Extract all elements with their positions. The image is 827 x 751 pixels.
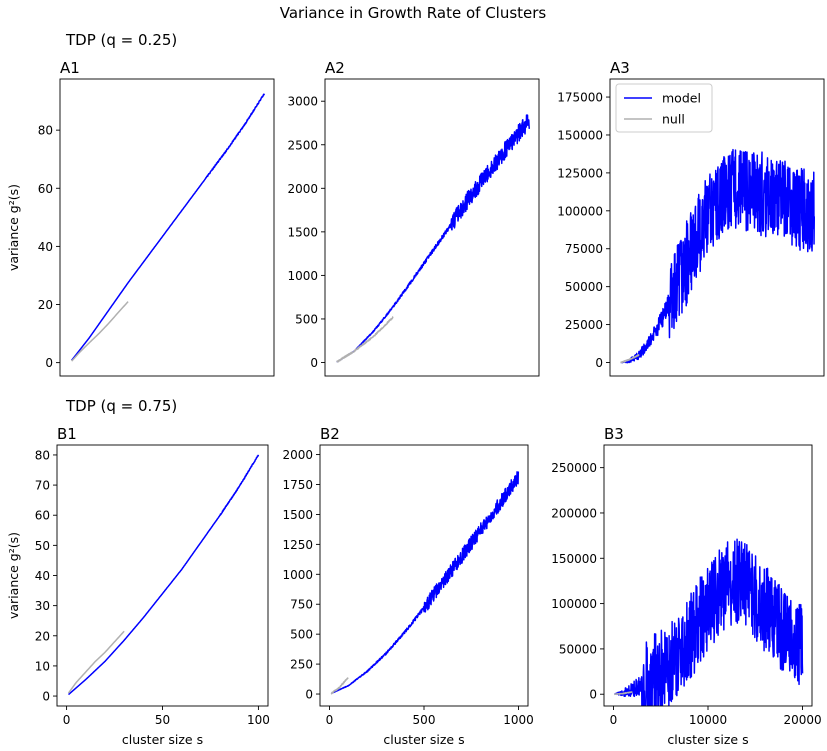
series-line-null bbox=[336, 316, 394, 363]
panel-b2: 0 250 500 750 1000 1250 1500 1750 2000 0 500 1000 B2… bbox=[282, 425, 533, 747]
x-tick-label: 10000 bbox=[689, 713, 727, 727]
series-line-null bbox=[620, 353, 640, 364]
series-line-model bbox=[336, 114, 531, 363]
y-tick-label: 1500 bbox=[287, 225, 318, 239]
x-axis-label: cluster size s bbox=[667, 732, 748, 747]
y-tick-label: 175000 bbox=[557, 91, 603, 105]
y-tick-label: 50000 bbox=[565, 280, 603, 294]
panel-title: A1 bbox=[60, 59, 80, 77]
x-axis-label: cluster size s bbox=[383, 732, 464, 747]
legend-box bbox=[615, 83, 713, 133]
panel-title: A3 bbox=[610, 59, 630, 77]
panel-title: B2 bbox=[320, 425, 340, 443]
series-line-null bbox=[330, 677, 349, 695]
y-tick-label: 1750 bbox=[282, 478, 313, 492]
series-line-model bbox=[68, 454, 260, 696]
y-tick-label: 0 bbox=[42, 690, 50, 704]
y-tick-label: 150000 bbox=[551, 552, 597, 566]
y-tick-label: 30 bbox=[35, 599, 50, 613]
y-tick-label: 40 bbox=[35, 569, 50, 583]
y-tick-label: 1000 bbox=[287, 269, 318, 283]
x-tick-label: 0 bbox=[63, 713, 71, 727]
y-tick-label: 0 bbox=[305, 688, 313, 702]
panel-b1: 0 10 20 30 40 50 60 70 80 0 50 100 B1 variance g²(s) c… bbox=[6, 425, 270, 747]
figure-title: Variance in Growth Rate of Clusters bbox=[280, 4, 547, 22]
y-tick-label: 40 bbox=[38, 240, 53, 254]
series-line-null bbox=[613, 691, 633, 696]
y-axis-label: variance g²(s) bbox=[6, 532, 21, 619]
panel-title: A2 bbox=[325, 59, 345, 77]
y-tick-label: 80 bbox=[38, 124, 53, 138]
y-tick-label: 75000 bbox=[565, 242, 603, 256]
panel-title: B1 bbox=[57, 425, 77, 443]
x-tick-label: 20000 bbox=[783, 713, 821, 727]
axes-frame bbox=[609, 78, 825, 377]
y-tick-label: 1500 bbox=[282, 508, 313, 522]
legend-label-null: null bbox=[662, 112, 685, 127]
y-tick-label: 25000 bbox=[565, 318, 603, 332]
y-tick-label: 2000 bbox=[287, 182, 318, 196]
axes-frame bbox=[56, 444, 269, 707]
y-tick-label: 500 bbox=[295, 312, 318, 326]
y-tick-label: 70 bbox=[35, 479, 50, 493]
y-tick-label: 1000 bbox=[282, 568, 313, 582]
panel-b3: 0 50000 100000 150000 200000 250000 0 10000 2000… bbox=[551, 425, 821, 747]
y-tick-label: 200000 bbox=[551, 506, 597, 520]
series-line-model bbox=[330, 471, 520, 695]
y-tick-label: 60 bbox=[38, 182, 53, 196]
x-tick-label: 50 bbox=[155, 713, 170, 727]
panel-title: B3 bbox=[604, 425, 624, 443]
y-tick-label: 3000 bbox=[287, 95, 318, 109]
axes-frame bbox=[59, 78, 275, 377]
y-tick-label: 750 bbox=[290, 598, 313, 612]
y-tick-label: 2500 bbox=[287, 138, 318, 152]
y-tick-label: 2000 bbox=[282, 448, 313, 462]
panel-a1: 0 20 40 60 80 A1 variance g²(s) bbox=[6, 59, 275, 377]
y-tick-label: 0 bbox=[595, 356, 603, 370]
series-line-null bbox=[67, 630, 125, 694]
x-tick-label: 500 bbox=[413, 713, 436, 727]
series-line-null bbox=[71, 301, 129, 362]
y-tick-label: 1250 bbox=[282, 538, 313, 552]
y-tick-label: 20 bbox=[38, 298, 53, 312]
y-tick-label: 100000 bbox=[557, 204, 603, 218]
y-tick-label: 250 bbox=[290, 658, 313, 672]
y-tick-label: 50 bbox=[35, 539, 50, 553]
y-tick-label: 100000 bbox=[551, 597, 597, 611]
panel-a3: 0 25000 50000 75000 100000 125000 150000 175000… bbox=[557, 59, 825, 377]
y-tick-label: 10 bbox=[35, 659, 50, 673]
axes-frame bbox=[324, 78, 540, 377]
panel-a2: 0 500 1000 1500 2000 2500 3000 A2 bbox=[287, 59, 540, 377]
x-tick-label: 0 bbox=[326, 713, 334, 727]
y-tick-label: 125000 bbox=[557, 166, 603, 180]
series-line-model bbox=[620, 148, 816, 364]
series-line-model bbox=[613, 538, 804, 706]
y-tick-label: 0 bbox=[589, 688, 597, 702]
y-axis-label: variance g²(s) bbox=[6, 184, 21, 271]
x-tick-label: 100 bbox=[247, 713, 270, 727]
legend-label-model: model bbox=[662, 91, 701, 106]
row-title-bottom: TDP (q = 0.75) bbox=[65, 397, 177, 415]
legend: model null bbox=[615, 83, 713, 133]
x-axis-label: cluster size s bbox=[122, 732, 203, 747]
y-tick-label: 0 bbox=[45, 356, 53, 370]
axes-frame bbox=[319, 444, 529, 707]
x-tick-label: 1000 bbox=[503, 713, 534, 727]
series-line-model bbox=[71, 93, 265, 361]
x-tick-label: 0 bbox=[610, 713, 618, 727]
y-tick-label: 150000 bbox=[557, 128, 603, 142]
row-title-top: TDP (q = 0.25) bbox=[65, 31, 177, 49]
y-tick-label: 0 bbox=[310, 356, 318, 370]
y-tick-label: 50000 bbox=[559, 642, 597, 656]
y-tick-label: 20 bbox=[35, 629, 50, 643]
y-tick-label: 80 bbox=[35, 448, 50, 462]
y-tick-label: 60 bbox=[35, 509, 50, 523]
y-tick-label: 500 bbox=[290, 628, 313, 642]
y-tick-label: 250000 bbox=[551, 461, 597, 475]
